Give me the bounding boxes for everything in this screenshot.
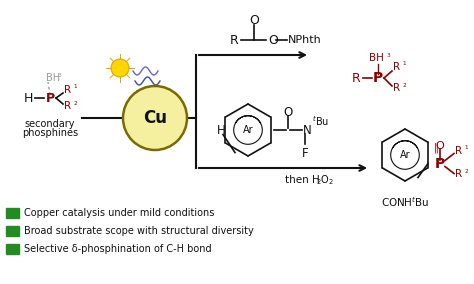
Text: ‖: ‖ [434,142,438,153]
Circle shape [111,59,129,77]
Text: $^2$: $^2$ [402,82,407,91]
Text: Broad substrate scope with structural diversity: Broad substrate scope with structural di… [24,226,254,236]
FancyBboxPatch shape [6,244,19,254]
Text: $_3$: $_3$ [386,51,392,60]
Text: BH: BH [46,73,60,83]
Text: NPhth: NPhth [288,35,322,45]
Text: phosphines: phosphines [22,128,78,138]
Text: R: R [64,85,71,95]
Text: H: H [23,91,33,105]
Text: Cu: Cu [143,109,167,127]
Text: O: O [283,105,292,118]
Text: secondary: secondary [25,119,75,129]
Text: Copper catalysis under mild conditions: Copper catalysis under mild conditions [24,208,214,218]
Text: O: O [436,141,444,151]
Text: P: P [435,156,445,170]
Text: $^1$: $^1$ [464,144,469,153]
Text: R: R [393,83,400,93]
Text: CONH$^t$Bu: CONH$^t$Bu [381,195,429,209]
Text: $^2$: $^2$ [464,168,469,177]
Text: H: H [217,124,225,137]
Text: R: R [455,145,462,156]
Text: R: R [393,62,400,72]
Text: R: R [455,168,462,179]
Text: $^1$: $^1$ [402,60,407,70]
Text: Selective δ-phosphination of C-H bond: Selective δ-phosphination of C-H bond [24,244,211,254]
Text: Ar: Ar [400,150,410,160]
Text: Ar: Ar [243,125,253,135]
Text: R: R [352,72,360,85]
FancyBboxPatch shape [6,208,19,218]
Text: $_2$O$_2$: $_2$O$_2$ [316,173,334,187]
Text: N: N [303,124,312,137]
Text: P: P [373,71,383,85]
Text: O: O [249,14,259,28]
Text: O: O [268,34,278,47]
Text: $^2$: $^2$ [73,101,78,110]
FancyBboxPatch shape [6,226,19,236]
Text: $^t$Bu: $^t$Bu [312,114,329,128]
Circle shape [123,86,187,150]
Text: $_3$: $_3$ [57,72,63,80]
Text: R: R [64,101,71,111]
Text: $^1$: $^1$ [73,83,78,93]
Text: P: P [46,91,55,105]
Text: F: F [301,147,308,160]
Text: R: R [229,34,238,47]
Text: BH: BH [369,53,383,63]
Text: then H: then H [285,175,320,185]
